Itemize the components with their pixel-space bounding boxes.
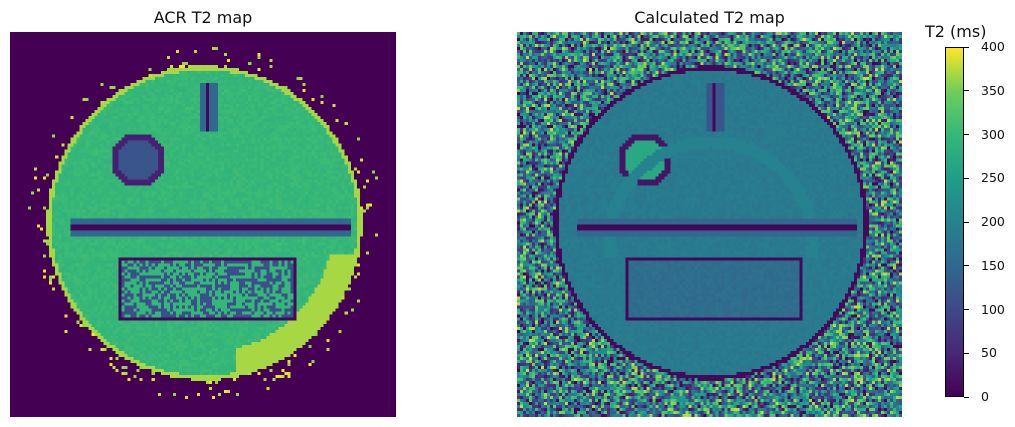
acr-t2-map-heatmap <box>10 32 396 417</box>
colorbar-tick <box>964 177 969 179</box>
colorbar-tick-label: 0 <box>981 389 989 404</box>
calculated-map-title: Calculated T2 map <box>634 8 785 27</box>
colorbar-tick <box>964 221 969 223</box>
colorbar-tick-label: 350 <box>981 82 1005 98</box>
colorbar-tick-label: 200 <box>981 214 1005 229</box>
colorbar-tick <box>964 134 969 135</box>
colorbar-tick-label: 250 <box>981 170 1005 186</box>
colorbar-tick-label: 150 <box>981 257 1005 273</box>
colorbar-tick <box>964 396 969 398</box>
colorbar-tick-label: 400 <box>981 39 1005 54</box>
colorbar-tick-label: 100 <box>981 301 1005 317</box>
colorbar-tick <box>964 90 969 92</box>
colorbar-tick <box>964 352 969 354</box>
colorbar-label: T2 (ms) <box>925 22 987 41</box>
colorbar <box>945 47 964 397</box>
colorbar-tick <box>964 46 969 48</box>
colorbar-tick <box>964 309 969 310</box>
calculated-t2-map-heatmap <box>517 32 902 417</box>
acr-map-title: ACR T2 map <box>153 8 253 27</box>
colorbar-tick <box>964 265 969 267</box>
colorbar-tick-label: 50 <box>981 345 997 361</box>
colorbar-tick-label: 300 <box>981 126 1005 142</box>
